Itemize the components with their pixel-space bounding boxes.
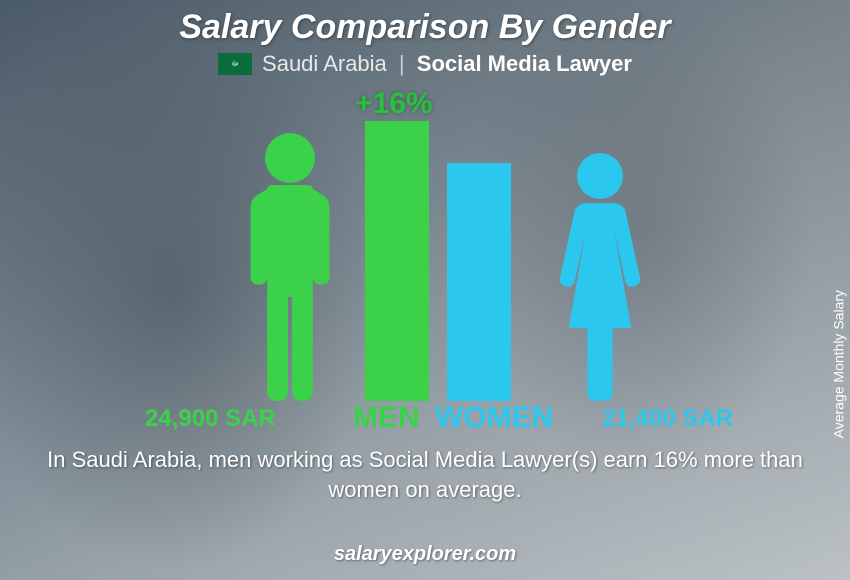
label-men: MEN <box>353 401 420 435</box>
main-title: Salary Comparison By Gender <box>179 8 670 47</box>
location-label: Saudi Arabia <box>262 51 387 76</box>
salary-women: 21,400 SAR <box>602 405 733 433</box>
label-women: WOMEN <box>435 401 553 435</box>
subtitle-row: ﷻ Saudi Arabia | Social Media Lawyer <box>218 51 632 77</box>
content-container: Salary Comparison By Gender ﷻ Saudi Arab… <box>0 0 850 580</box>
flag-icon: ﷻ <box>218 53 252 75</box>
source-label: salaryexplorer.com <box>0 543 850 566</box>
salary-men: 24,900 SAR <box>145 405 276 433</box>
bar-men <box>365 121 429 401</box>
subtitle-text: Saudi Arabia | Social Media Lawyer <box>262 51 632 77</box>
delta-label: +16% <box>355 87 433 121</box>
chart-area: +16% 24,900 SAR MEN WOMEN 21,400 SAR <box>65 83 785 443</box>
job-label: Social Media Lawyer <box>417 51 632 76</box>
flag-symbol: ﷻ <box>231 61 239 68</box>
caption-text: In Saudi Arabia, men working as Social M… <box>45 445 805 504</box>
separator: | <box>399 51 405 76</box>
woman-icon <box>545 151 655 401</box>
y-axis-label: Average Monthly Salary <box>830 290 846 438</box>
man-icon <box>235 131 345 401</box>
bar-women <box>447 163 511 401</box>
